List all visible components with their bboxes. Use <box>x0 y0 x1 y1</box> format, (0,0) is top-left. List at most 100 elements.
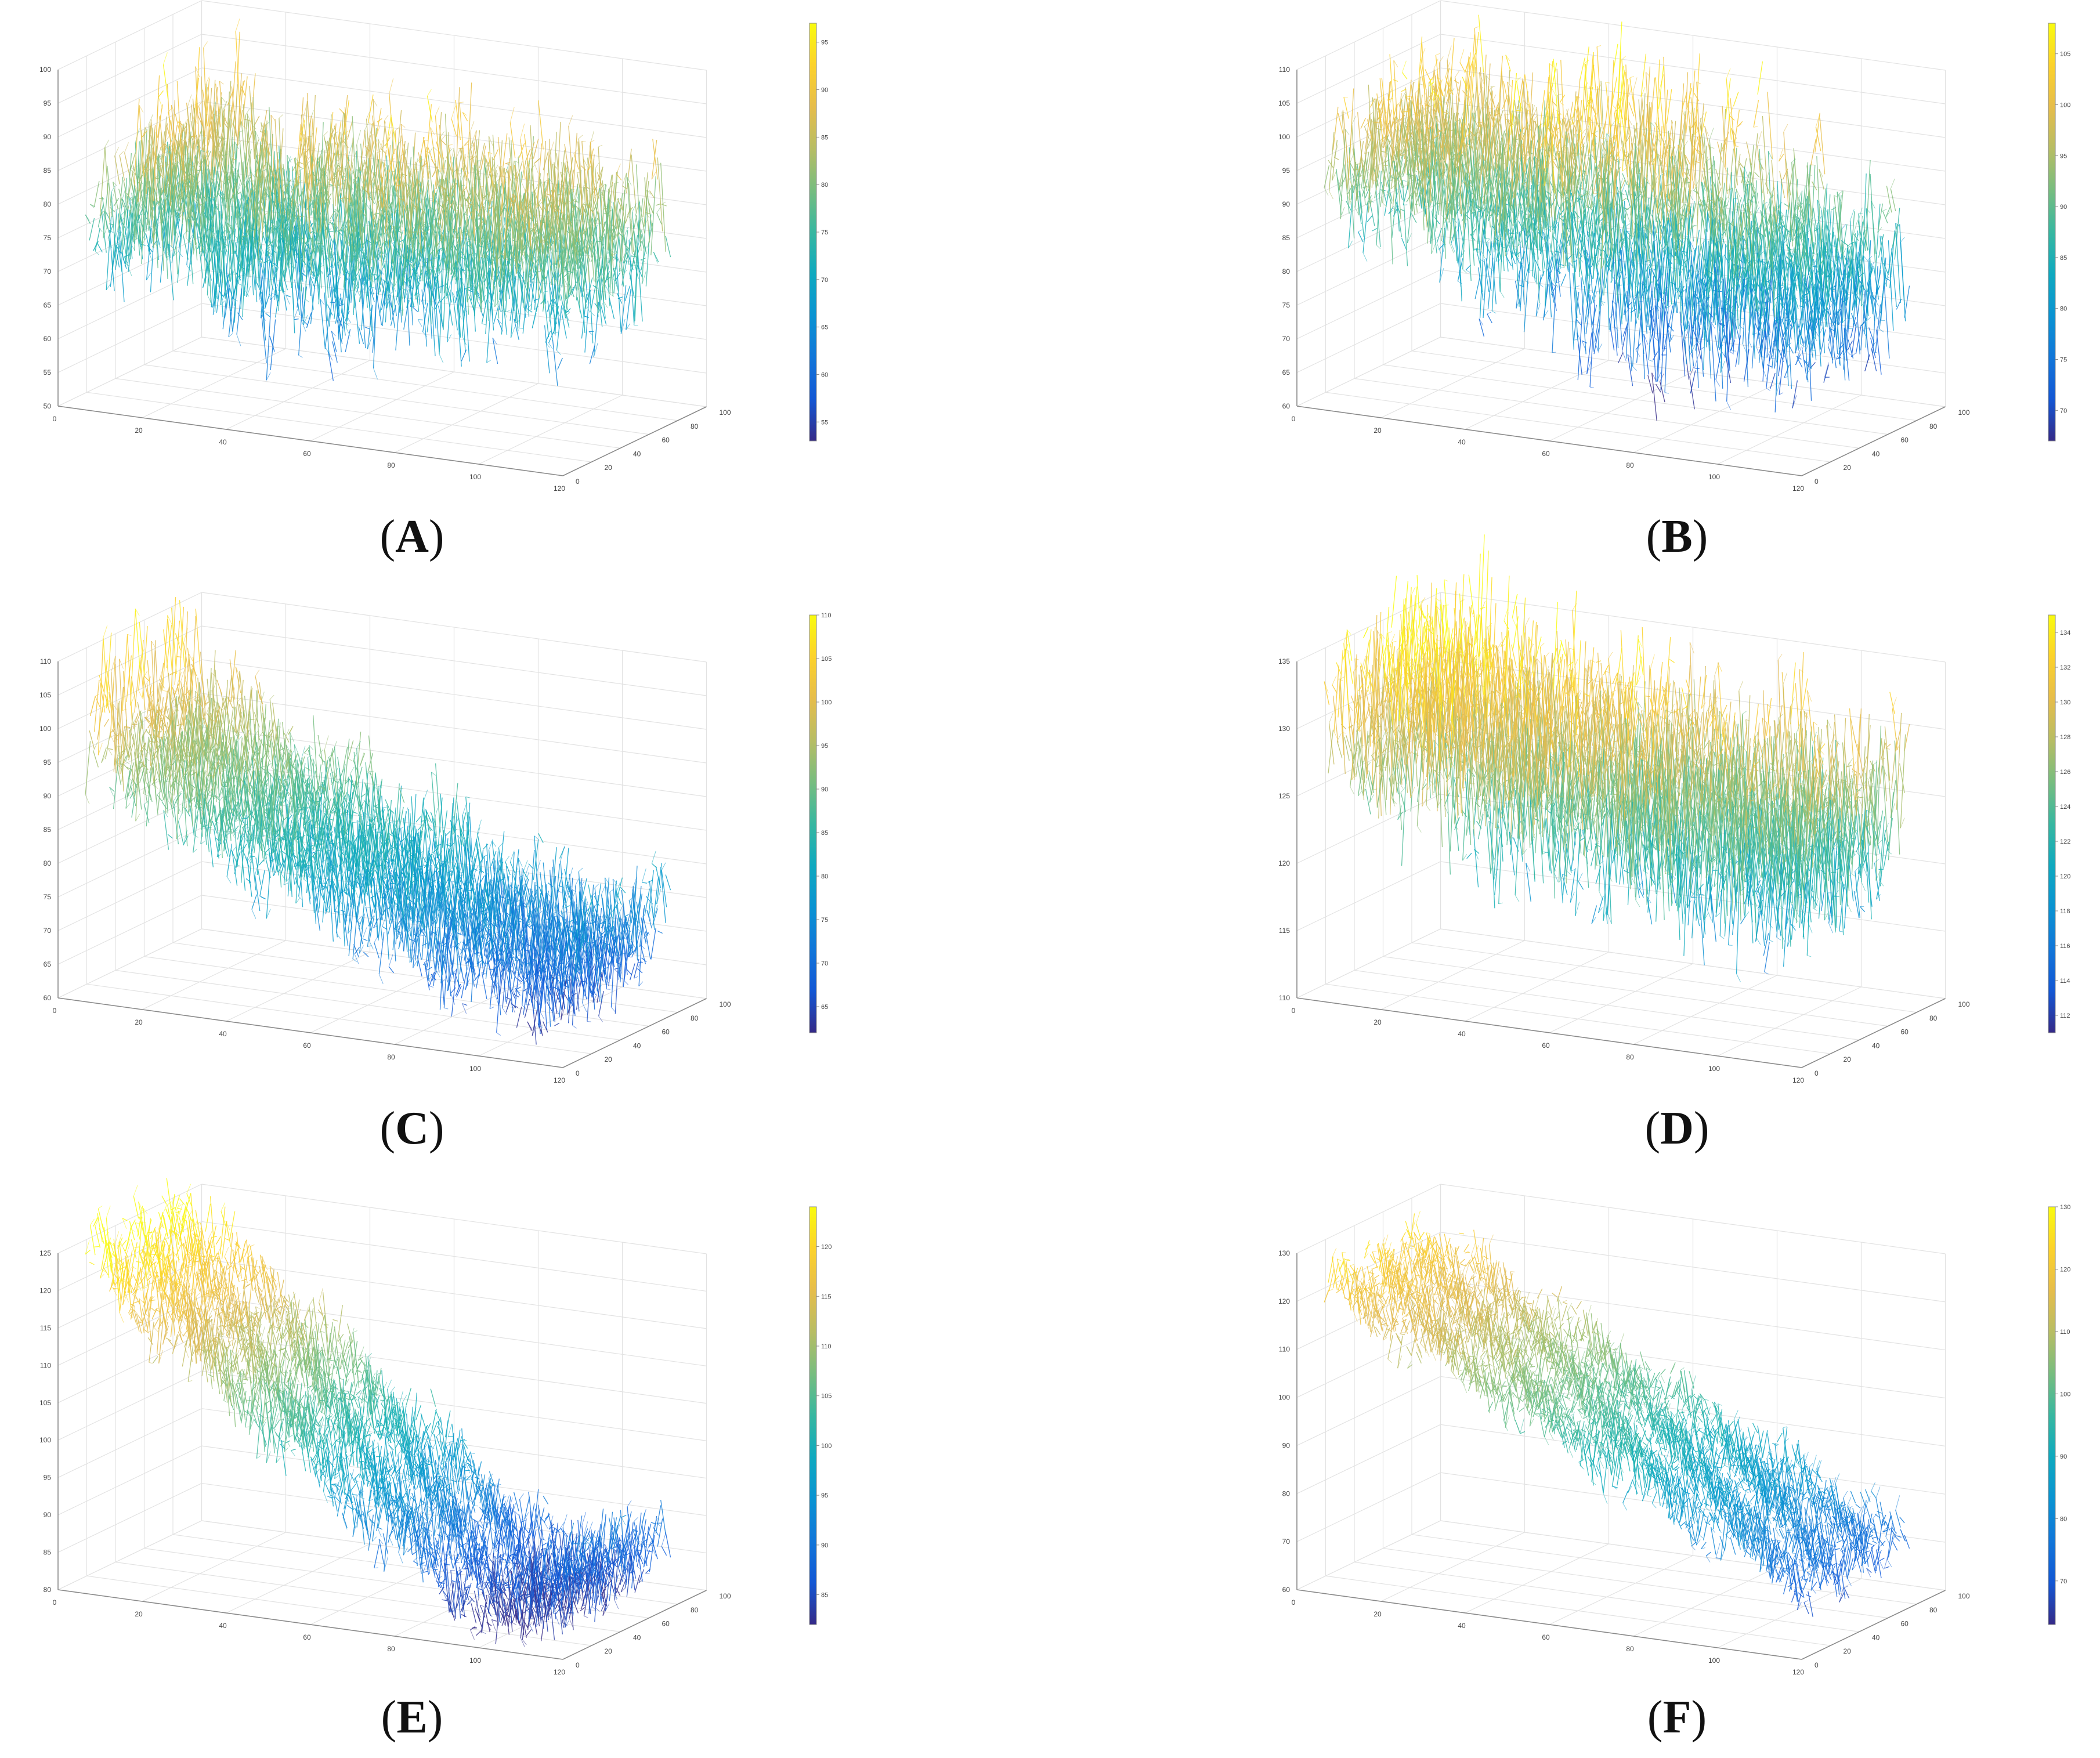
surface-segment-a <box>458 227 464 303</box>
surface-segment-a <box>336 285 342 353</box>
surface-segment-a <box>360 143 366 213</box>
surface-segment-b <box>1890 178 1895 189</box>
surface-segment-a <box>387 196 393 214</box>
surface-segment-a <box>580 165 587 171</box>
surface-segment-b <box>1874 286 1880 299</box>
surface-segment-a <box>579 245 585 269</box>
surface-segment-a <box>373 172 378 198</box>
surface-segment-a <box>554 166 559 171</box>
surface-segment-a <box>461 167 468 178</box>
surface-segment-a <box>235 272 241 281</box>
surface-segment-a <box>308 136 312 138</box>
surface-segment-a <box>530 236 536 272</box>
surface-segment-a <box>414 282 420 296</box>
surface-segment-a <box>548 331 554 343</box>
surface-segment-a <box>151 122 157 190</box>
surface-segment-a <box>447 334 452 342</box>
surface-segment-a <box>205 133 212 154</box>
surface-segment-b <box>1819 168 1824 190</box>
surface-segment-a <box>371 218 377 222</box>
surface-segment-a <box>509 122 516 158</box>
surface-segment-a <box>242 200 248 317</box>
surface-segment-a <box>135 142 141 249</box>
surface-segment-a <box>247 129 254 144</box>
surface-segment-a <box>538 197 543 204</box>
surface-segment-a <box>430 127 436 162</box>
surface-segment-a <box>274 266 279 280</box>
surface-segment-a <box>178 251 183 258</box>
surface-segment-a <box>562 161 569 230</box>
y-axis-a <box>562 406 707 476</box>
surface-segment-a <box>485 286 491 296</box>
surface-segment-a <box>388 220 393 246</box>
surface-segment-a <box>201 192 208 245</box>
surface-segment-a <box>191 103 198 161</box>
surface-segment-a <box>566 243 572 299</box>
x-tick-a: 0 <box>53 415 57 423</box>
surface-segment-a <box>367 337 372 349</box>
z-tick-a: 65 <box>44 301 52 309</box>
surface-segment-a <box>308 255 314 310</box>
surface-segment-a <box>519 261 525 273</box>
surface-segment-a <box>279 146 285 215</box>
surface-segment-a <box>579 135 583 139</box>
surface-segment-a <box>555 256 561 265</box>
surface-segment-b <box>1784 230 1790 240</box>
surface-segment-a <box>411 231 417 233</box>
surface-segment-a <box>412 307 418 312</box>
z-tick-b: 105 <box>1278 99 1290 107</box>
surface-segment-a <box>331 133 337 145</box>
surface-segment-b <box>1740 168 1745 180</box>
surface-segment-b <box>1421 48 1426 60</box>
surface-segment-a <box>310 260 315 263</box>
surface-segment-a <box>581 141 587 204</box>
surface-segment-a <box>459 102 464 103</box>
surface-segment-a <box>266 130 273 220</box>
surface-segment-a <box>367 182 373 266</box>
surface-segment-a <box>577 141 583 222</box>
surface-segment-a <box>609 298 615 320</box>
surface-segment-b <box>1867 259 1874 314</box>
surface-segment-a <box>140 244 146 246</box>
surface-segment-a <box>230 269 235 282</box>
surface-segment-a <box>142 129 147 245</box>
surface-segment-a <box>335 208 339 213</box>
surface-segment-a <box>555 270 561 301</box>
surface-segment-a <box>306 155 311 164</box>
surface-segment-a <box>236 185 241 196</box>
surface-segment-a <box>369 285 375 302</box>
surface-segment-b <box>1646 72 1650 77</box>
surface-segment-a <box>245 108 250 115</box>
surface-segment-a <box>127 212 133 266</box>
surface-segment-b <box>1878 234 1884 258</box>
surface-segment-b <box>1689 70 1696 140</box>
surface-segment-a <box>393 195 400 216</box>
surface-segment-a <box>375 240 381 285</box>
surface-segment-a <box>420 211 425 227</box>
surface-segment-a <box>231 86 237 136</box>
surface-segment-a <box>113 182 118 209</box>
surface-segment-a <box>497 319 502 324</box>
surface-segment-a <box>208 114 214 140</box>
surface-segment-a <box>233 233 238 239</box>
surface-segment-a <box>298 287 304 356</box>
surface-segment-a <box>351 229 357 262</box>
surface-segment-a <box>481 220 487 303</box>
surface-segment-b <box>1864 356 1870 371</box>
surface-segment-a <box>353 265 359 289</box>
surface-segment-a <box>547 301 554 341</box>
surface-segment-a <box>228 168 233 179</box>
surface-segment-b <box>1416 175 1422 209</box>
surface-segment-a <box>498 258 505 292</box>
surface-segment-a <box>272 235 277 244</box>
surface-segment-a <box>462 285 468 337</box>
surface-segment-a <box>523 308 529 313</box>
surface-segment-a <box>598 144 603 147</box>
surface-segment-a <box>441 140 447 146</box>
surface-segment-a <box>626 149 632 194</box>
surface-segment-a <box>402 172 408 226</box>
surface-segment-b <box>1693 92 1700 102</box>
surface-segment-a <box>237 212 244 220</box>
surface-segment-a <box>174 188 179 198</box>
surface-segment-a <box>501 291 508 335</box>
